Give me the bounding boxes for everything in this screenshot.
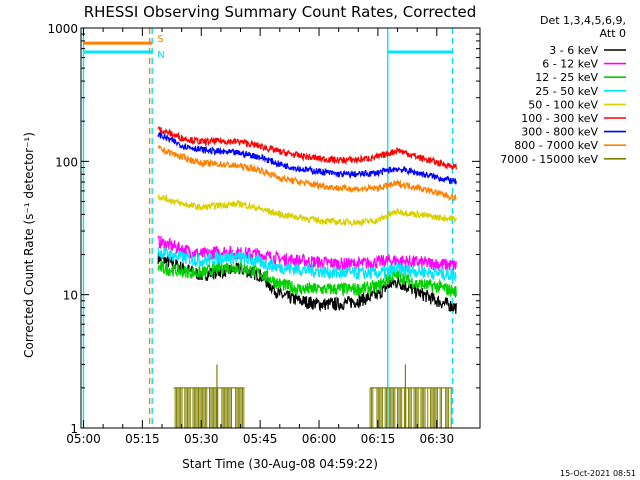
flag-label-s: S bbox=[157, 34, 163, 45]
x-tick-label: 05:30 bbox=[184, 432, 219, 446]
legend-title-line: Det 1,3,4,5,6,9, bbox=[540, 14, 626, 27]
flag-label-n: N bbox=[157, 50, 164, 61]
timestamp: 15-Oct-2021 08:51 bbox=[560, 469, 636, 478]
series-300-800-kev bbox=[157, 132, 457, 185]
plot-area: SN bbox=[82, 28, 457, 428]
x-tick-label: 06:00 bbox=[302, 432, 337, 446]
series-3-6-kev bbox=[157, 252, 457, 314]
legend-label: 50 - 100 keV bbox=[528, 98, 598, 111]
legend-label: 25 - 50 keV bbox=[535, 85, 598, 98]
legend-label: 800 - 7000 keV bbox=[514, 139, 598, 152]
legend-title-line: Att 0 bbox=[600, 27, 626, 40]
legend-label: 3 - 6 keV bbox=[549, 44, 598, 57]
legend-label: 6 - 12 keV bbox=[542, 58, 598, 71]
y-axis-label: Corrected Count Rate (s⁻¹ detector⁻¹) bbox=[22, 132, 36, 358]
x-tick-label: 06:30 bbox=[420, 432, 455, 446]
chart-title: RHESSI Observing Summary Count Rates, Co… bbox=[84, 3, 477, 21]
series-7000-15000-kev-block-1 bbox=[369, 387, 453, 428]
plot-frame bbox=[80, 27, 481, 429]
x-tick-label: 05:15 bbox=[125, 432, 160, 446]
x-tick-label: 05:00 bbox=[66, 432, 101, 446]
x-tick-label: 06:15 bbox=[361, 432, 396, 446]
axes: 05:00 05:15 05:30 05:45 06:00 06:15 06:30 1 10 10… bbox=[47, 22, 480, 446]
series-100-300-kev bbox=[157, 125, 457, 170]
legend-label: 12 - 25 keV bbox=[535, 71, 598, 84]
x-axis-label: Start Time (30-Aug-08 04:59:22) bbox=[182, 457, 378, 471]
series-50-100-kev bbox=[157, 194, 457, 228]
series-800-7000-kev bbox=[157, 144, 457, 202]
series-7000-15000-kev-block-0 bbox=[173, 387, 245, 428]
series-12-25-kev bbox=[157, 260, 457, 298]
y-tick-label: 1 bbox=[70, 422, 78, 436]
legend-label: 7000 - 15000 keV bbox=[500, 153, 598, 166]
series-6-12-kev bbox=[157, 235, 457, 271]
y-tick-label: 10 bbox=[63, 289, 78, 303]
legend-title: Det 1,3,4,5,6,9,Att 0 bbox=[540, 14, 626, 40]
series-25-50-kev bbox=[157, 246, 457, 282]
y-tick-label: 100 bbox=[55, 155, 78, 169]
x-tick-label: 05:45 bbox=[243, 432, 278, 446]
y-tick-label: 1000 bbox=[47, 22, 78, 36]
legend-label: 100 - 300 keV bbox=[521, 112, 598, 125]
legend-label: 300 - 800 keV bbox=[521, 126, 598, 139]
